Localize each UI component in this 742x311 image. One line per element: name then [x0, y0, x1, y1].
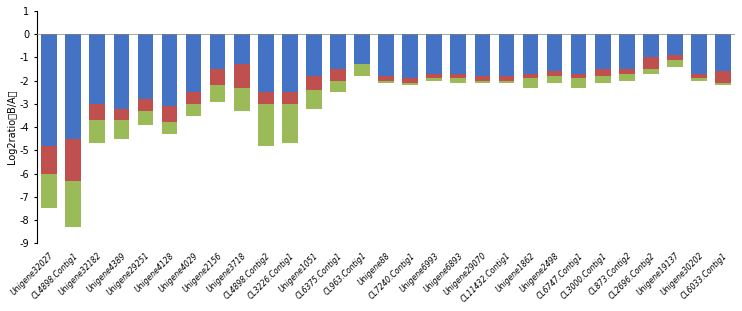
Bar [137, 111, 154, 125]
Bar [427, 34, 442, 74]
Bar [595, 34, 611, 69]
Bar [667, 55, 683, 67]
Bar [715, 34, 731, 71]
Bar [715, 83, 731, 85]
Bar [162, 123, 177, 134]
Bar [450, 34, 466, 74]
Bar [571, 74, 586, 78]
Bar [162, 34, 177, 106]
Bar [114, 120, 129, 139]
Bar [402, 78, 418, 83]
Bar [282, 34, 298, 92]
Bar [499, 81, 514, 83]
Bar [114, 34, 129, 109]
Bar [427, 78, 442, 81]
Bar [667, 34, 683, 55]
Bar [65, 181, 81, 227]
Bar [186, 92, 201, 104]
Bar [210, 85, 226, 102]
Bar [162, 106, 177, 123]
Bar [691, 78, 707, 81]
Bar [378, 34, 394, 76]
Bar [65, 34, 81, 139]
Y-axis label: Log2ratio（B/A）: Log2ratio（B/A） [7, 90, 17, 165]
Bar [258, 92, 274, 104]
Bar [65, 139, 81, 181]
Bar [354, 69, 370, 76]
Bar [475, 34, 490, 76]
Bar [691, 74, 707, 78]
Bar [210, 34, 226, 69]
Bar [450, 78, 466, 83]
Bar [186, 34, 201, 92]
Bar [522, 34, 538, 74]
Bar [547, 76, 562, 83]
Bar [547, 71, 562, 76]
Bar [282, 104, 298, 143]
Bar [450, 74, 466, 78]
Bar [42, 146, 57, 174]
Bar [306, 34, 322, 76]
Bar [499, 76, 514, 81]
Bar [330, 69, 346, 81]
Bar [691, 34, 707, 74]
Bar [643, 34, 659, 58]
Bar [522, 74, 538, 78]
Bar [619, 34, 634, 69]
Bar [354, 64, 370, 76]
Bar [42, 174, 57, 208]
Bar [643, 69, 659, 74]
Bar [378, 76, 394, 81]
Bar [475, 81, 490, 83]
Bar [90, 34, 105, 104]
Bar [42, 34, 57, 146]
Bar [643, 58, 659, 69]
Bar [90, 120, 105, 143]
Bar [571, 34, 586, 74]
Bar [210, 69, 226, 85]
Bar [354, 34, 370, 69]
Bar [306, 76, 322, 90]
Bar [547, 34, 562, 71]
Bar [595, 76, 611, 83]
Bar [234, 88, 249, 111]
Bar [667, 60, 683, 67]
Bar [186, 104, 201, 115]
Bar [114, 109, 129, 120]
Bar [595, 69, 611, 76]
Bar [619, 69, 634, 74]
Bar [402, 83, 418, 85]
Bar [715, 71, 731, 83]
Bar [234, 34, 249, 64]
Bar [258, 104, 274, 146]
Bar [282, 92, 298, 104]
Bar [427, 74, 442, 78]
Bar [522, 78, 538, 88]
Bar [619, 74, 634, 81]
Bar [378, 81, 394, 83]
Bar [330, 81, 346, 92]
Bar [330, 34, 346, 69]
Bar [306, 90, 322, 109]
Bar [571, 78, 586, 88]
Bar [137, 99, 154, 111]
Bar [137, 34, 154, 99]
Bar [258, 34, 274, 92]
Bar [475, 76, 490, 81]
Bar [90, 104, 105, 120]
Bar [402, 34, 418, 78]
Bar [234, 64, 249, 88]
Bar [499, 34, 514, 76]
